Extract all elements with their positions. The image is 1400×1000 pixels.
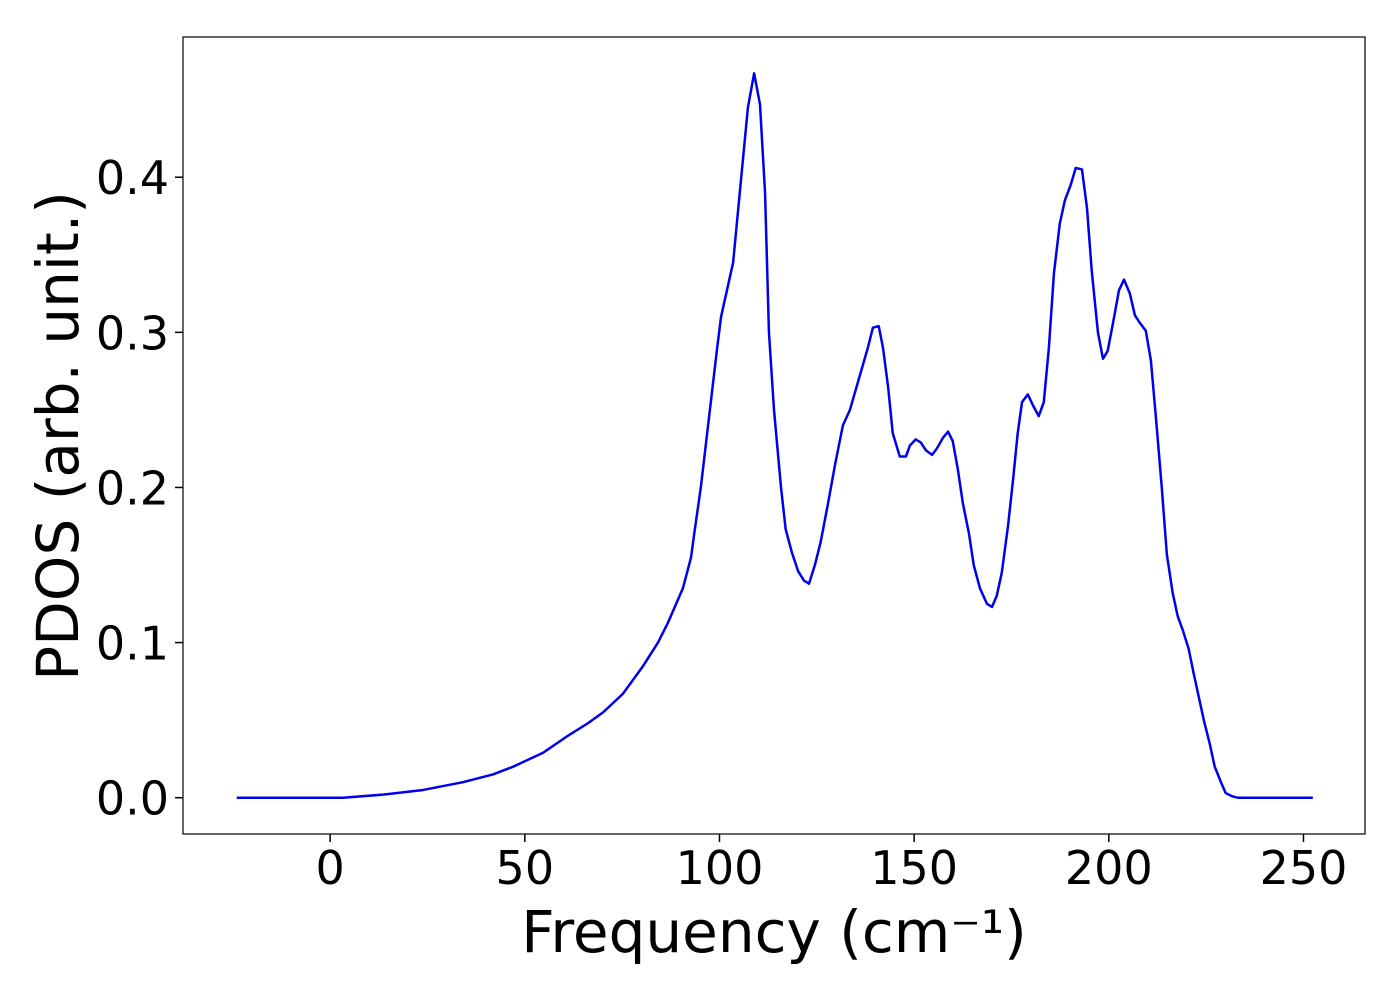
x-tick-label: 150 [870,841,958,895]
x-tick-label: 0 [316,841,345,895]
x-tick-label: 50 [496,841,555,895]
y-tick-label: 0.4 [96,151,169,205]
plot-frame [182,36,1366,835]
data-line [236,72,1313,799]
x-tick-label: 100 [676,841,764,895]
y-tick-label: 0.0 [96,772,169,826]
y-tick-label: 0.2 [96,461,169,515]
x-tick-label: 250 [1260,841,1348,895]
y-tick-label: 0.3 [96,306,169,360]
y-axis-label: PDOS (arb. unit.) [24,191,92,681]
x-tick-label: 200 [1065,841,1153,895]
x-axis-label: Frequency (cm⁻¹) [521,898,1027,966]
y-tick-label: 0.1 [96,617,169,671]
